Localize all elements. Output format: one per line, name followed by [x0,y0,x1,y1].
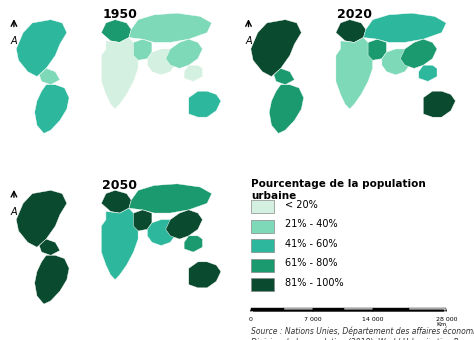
Polygon shape [336,37,373,109]
Polygon shape [336,20,366,42]
Text: < 20%: < 20% [285,200,318,210]
Polygon shape [368,39,386,60]
Polygon shape [184,236,202,252]
Polygon shape [134,39,152,60]
Text: Km: Km [436,322,446,327]
Polygon shape [101,190,131,213]
Polygon shape [39,68,60,85]
Polygon shape [101,208,138,280]
Polygon shape [189,91,221,117]
Polygon shape [147,49,175,75]
Text: 2020: 2020 [337,8,372,21]
Polygon shape [382,49,410,75]
Polygon shape [39,239,60,255]
Text: Pourcentage de la population urbaine: Pourcentage de la population urbaine [251,179,426,201]
Polygon shape [269,85,304,133]
Polygon shape [184,65,202,81]
FancyBboxPatch shape [313,308,344,311]
FancyBboxPatch shape [251,200,274,213]
Text: A: A [10,36,17,46]
FancyBboxPatch shape [251,259,274,272]
Text: 41% - 60%: 41% - 60% [285,239,338,249]
FancyBboxPatch shape [373,308,410,311]
Text: A: A [245,36,252,46]
Text: 21% - 40%: 21% - 40% [285,219,338,230]
FancyBboxPatch shape [344,308,373,311]
Polygon shape [419,65,437,81]
FancyBboxPatch shape [251,220,274,233]
Polygon shape [423,91,456,117]
Polygon shape [134,210,152,231]
FancyBboxPatch shape [251,239,274,252]
Polygon shape [101,37,138,109]
Polygon shape [35,255,69,304]
FancyBboxPatch shape [284,308,313,311]
Text: 1950: 1950 [102,8,137,21]
Polygon shape [147,220,175,245]
Text: 28 000: 28 000 [436,317,457,322]
Text: 2050: 2050 [102,179,137,192]
Polygon shape [364,13,446,42]
Text: 14 000: 14 000 [362,317,383,322]
FancyBboxPatch shape [251,308,284,311]
Text: 61% - 80%: 61% - 80% [285,258,338,269]
Text: 81% - 100%: 81% - 100% [285,278,344,288]
Polygon shape [166,39,202,68]
Text: Source : Nations Unies, Département des affaires économiques et sociales,
Divisi: Source : Nations Unies, Département des … [251,327,474,340]
FancyBboxPatch shape [251,278,274,291]
Polygon shape [189,262,221,288]
FancyBboxPatch shape [410,308,446,311]
Polygon shape [129,184,212,213]
Polygon shape [274,68,294,85]
Polygon shape [166,210,202,239]
Text: 7 000: 7 000 [304,317,322,322]
Text: 0: 0 [249,317,253,322]
Polygon shape [16,190,67,247]
Text: A: A [10,207,17,217]
Polygon shape [129,13,212,42]
Polygon shape [251,20,301,76]
Polygon shape [16,20,67,76]
Polygon shape [101,20,131,42]
Polygon shape [35,85,69,133]
Polygon shape [400,39,437,68]
